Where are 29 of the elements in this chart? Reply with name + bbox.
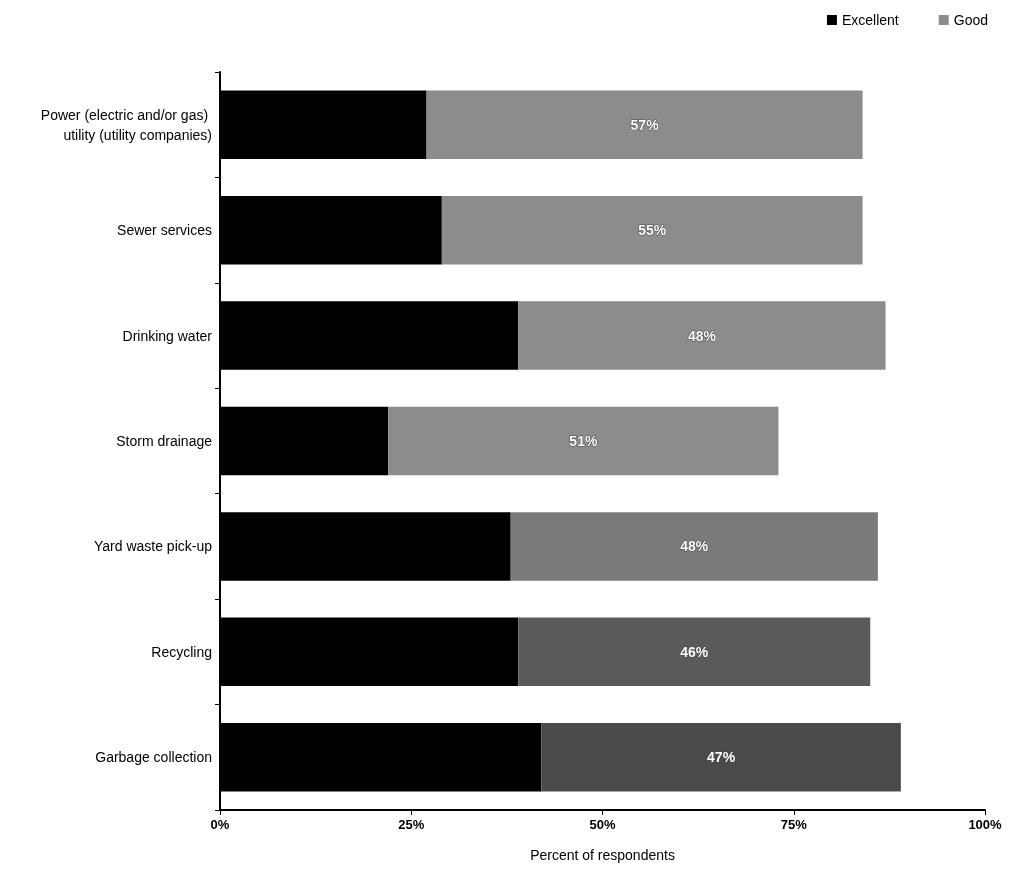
bar [441, 195, 863, 265]
y-tick-label: Storm drainage [116, 433, 213, 449]
legend-label: Good [953, 12, 988, 28]
x-tick-label: 100% [968, 817, 1003, 832]
bar [518, 617, 871, 687]
x-tick-label: 50% [589, 817, 616, 832]
y-tick-label: Recycling [151, 643, 212, 660]
data-label: 46% [680, 643, 709, 660]
x-tick-label: 25% [398, 817, 425, 832]
data-label: 57% [630, 116, 660, 133]
bar [388, 406, 779, 476]
y-tick-label: Drinking water [122, 327, 213, 344]
x-tick-label: 75% [780, 817, 808, 832]
y-tick-label: Sewer services [117, 222, 212, 239]
bar [541, 723, 901, 792]
data-label: 47% [707, 749, 736, 766]
bar [426, 90, 863, 159]
data-label: 48% [687, 327, 717, 344]
data-label: 55% [638, 222, 667, 239]
legend-label: Excellent [841, 12, 899, 28]
x-axis-title: Percent of respondents [530, 847, 675, 863]
data-label: 51% [569, 433, 598, 449]
x-tick-label: 0% [210, 817, 230, 832]
bar [518, 301, 886, 370]
y-tick-label: Garbage collection [95, 749, 212, 766]
data-label: 48% [680, 538, 709, 555]
y-tick-label: Power (electric and/or gas) utility (utility companies) [40, 106, 212, 143]
y-tick-label: Yard waste pick-up [93, 538, 213, 555]
bar [510, 512, 878, 581]
